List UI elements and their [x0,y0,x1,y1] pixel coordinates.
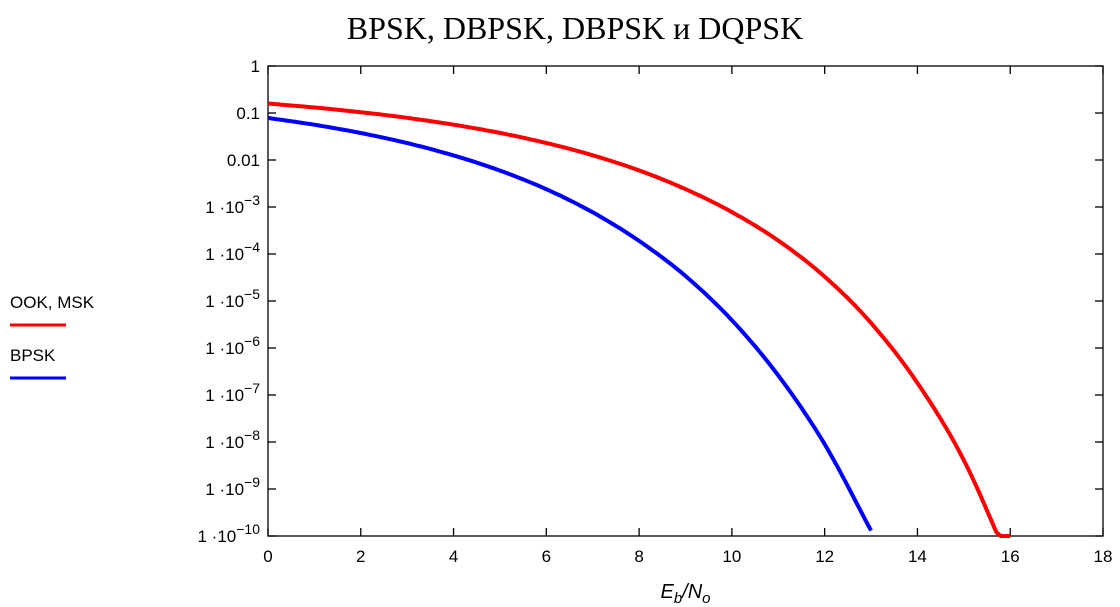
series-line-bpsk [267,115,873,532]
y-tick-label: 1 ·10−5 [205,286,260,311]
chart-title: BPSK, DBPSK, DBPSK и DQPSK [346,10,804,46]
plot-frame [267,65,1104,537]
y-tick-label: 1 ·10−3 [205,192,260,217]
x-tick-label: 6 [542,547,551,566]
x-tick-label: 4 [449,547,458,566]
y-tick-label: 1 ·10−4 [205,239,260,264]
legend-label-0: OOK, MSK [10,293,95,312]
x-tick-label: 18 [1094,547,1113,566]
y-tick-label: 0.01 [227,151,260,170]
y-tick-label: 1 ·10−7 [205,380,260,405]
x-tick-label: 0 [263,547,272,566]
x-tick-label: 8 [634,547,643,566]
x-axis-label: Eb/No [660,581,710,607]
y-tick-label: 1 ·10−10 [198,521,261,546]
y-tick-label: 1 ·10−8 [205,427,260,452]
series-line-ook-msk [267,101,1011,538]
y-tick-label: 1 ·10−9 [205,474,260,499]
x-tick-label: 2 [356,547,365,566]
x-tick-label: 16 [1001,547,1020,566]
y-tick-label: 0.1 [236,104,260,123]
y-tick-label: 1 [251,57,260,76]
x-tick-label: 14 [908,547,927,566]
x-tick-label: 12 [815,547,834,566]
y-tick-label: 1 ·10−6 [205,333,260,358]
legend-label-1: BPSK [10,346,56,365]
x-tick-label: 10 [722,547,741,566]
